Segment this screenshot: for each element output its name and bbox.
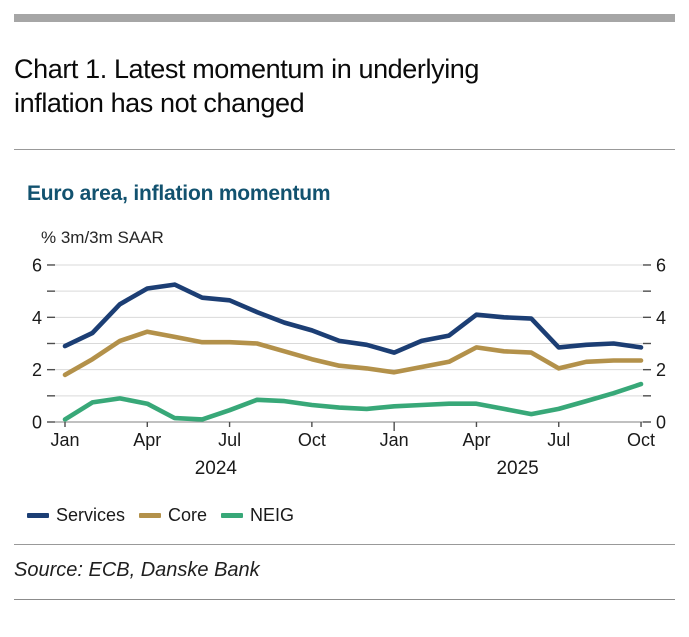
top-accent-bar xyxy=(14,14,675,22)
y-axis-label-left-0: 0 xyxy=(32,413,42,433)
y-axis-label-left-4: 4 xyxy=(32,308,42,328)
legend-swatch-core xyxy=(139,512,162,518)
legend-swatch-services xyxy=(27,512,49,518)
divider-under-title xyxy=(14,149,675,150)
x-axis-year-label-2024: 2024 xyxy=(195,458,238,479)
legend-label-neig: NEIG xyxy=(250,504,295,525)
x-axis-label-oct-2025: Oct xyxy=(627,430,655,450)
y-axis-label-left-6: 6 xyxy=(32,255,42,275)
x-axis-label-apr-2024: Apr xyxy=(133,430,161,450)
legend-label-services: Services xyxy=(56,504,126,525)
x-axis-label-oct-2024: Oct xyxy=(298,430,326,450)
x-axis-label-jan-2024: Jan xyxy=(50,430,79,450)
series-line-neig xyxy=(62,381,644,422)
divider-bottom xyxy=(14,599,675,600)
x-axis-label-jul-2024: Jul xyxy=(218,430,241,450)
inflation-momentum-chart: 0 0 2 2 4 4 6 6 Jan Apr Jul Oct Jan Apr Jul Oct 2024 2025 xyxy=(32,255,666,479)
chart-legend: Services Core NEIG xyxy=(27,504,675,526)
y-axis-label-right-4: 4 xyxy=(656,308,666,328)
y-axis-label-right-2: 2 xyxy=(656,360,666,380)
legend-item-neig: NEIG xyxy=(221,505,294,526)
legend-swatch-neig xyxy=(221,512,244,518)
x-axis-year-label-2025: 2025 xyxy=(496,458,538,479)
legend-label-core: Core xyxy=(168,504,208,525)
legend-item-services: Services xyxy=(27,505,125,526)
series-line-services xyxy=(62,282,644,355)
y-axis-label-right-0: 0 xyxy=(656,413,666,433)
page-title-line2: inflation has not changed xyxy=(14,88,305,118)
series-line-core xyxy=(62,329,644,378)
x-axis-label-jan-2025: Jan xyxy=(380,430,409,450)
y-axis-unit-label: % 3m/3m SAAR xyxy=(41,228,164,247)
page-title-line1: Chart 1. Latest momentum in underlying xyxy=(14,54,480,84)
x-axis-label-apr-2025: Apr xyxy=(462,430,490,450)
y-axis-label-left-2: 2 xyxy=(32,360,42,380)
divider-above-source xyxy=(14,544,675,545)
source-text: Source: ECB, Danske Bank xyxy=(14,559,260,581)
page-title: Chart 1. Latest momentum in underlying in… xyxy=(14,52,675,120)
x-axis-label-jul-2025: Jul xyxy=(547,430,570,450)
chart-title: Euro area, inflation momentum xyxy=(27,182,331,205)
y-axis-label-right-6: 6 xyxy=(656,255,666,275)
legend-item-core: Core xyxy=(139,505,207,526)
